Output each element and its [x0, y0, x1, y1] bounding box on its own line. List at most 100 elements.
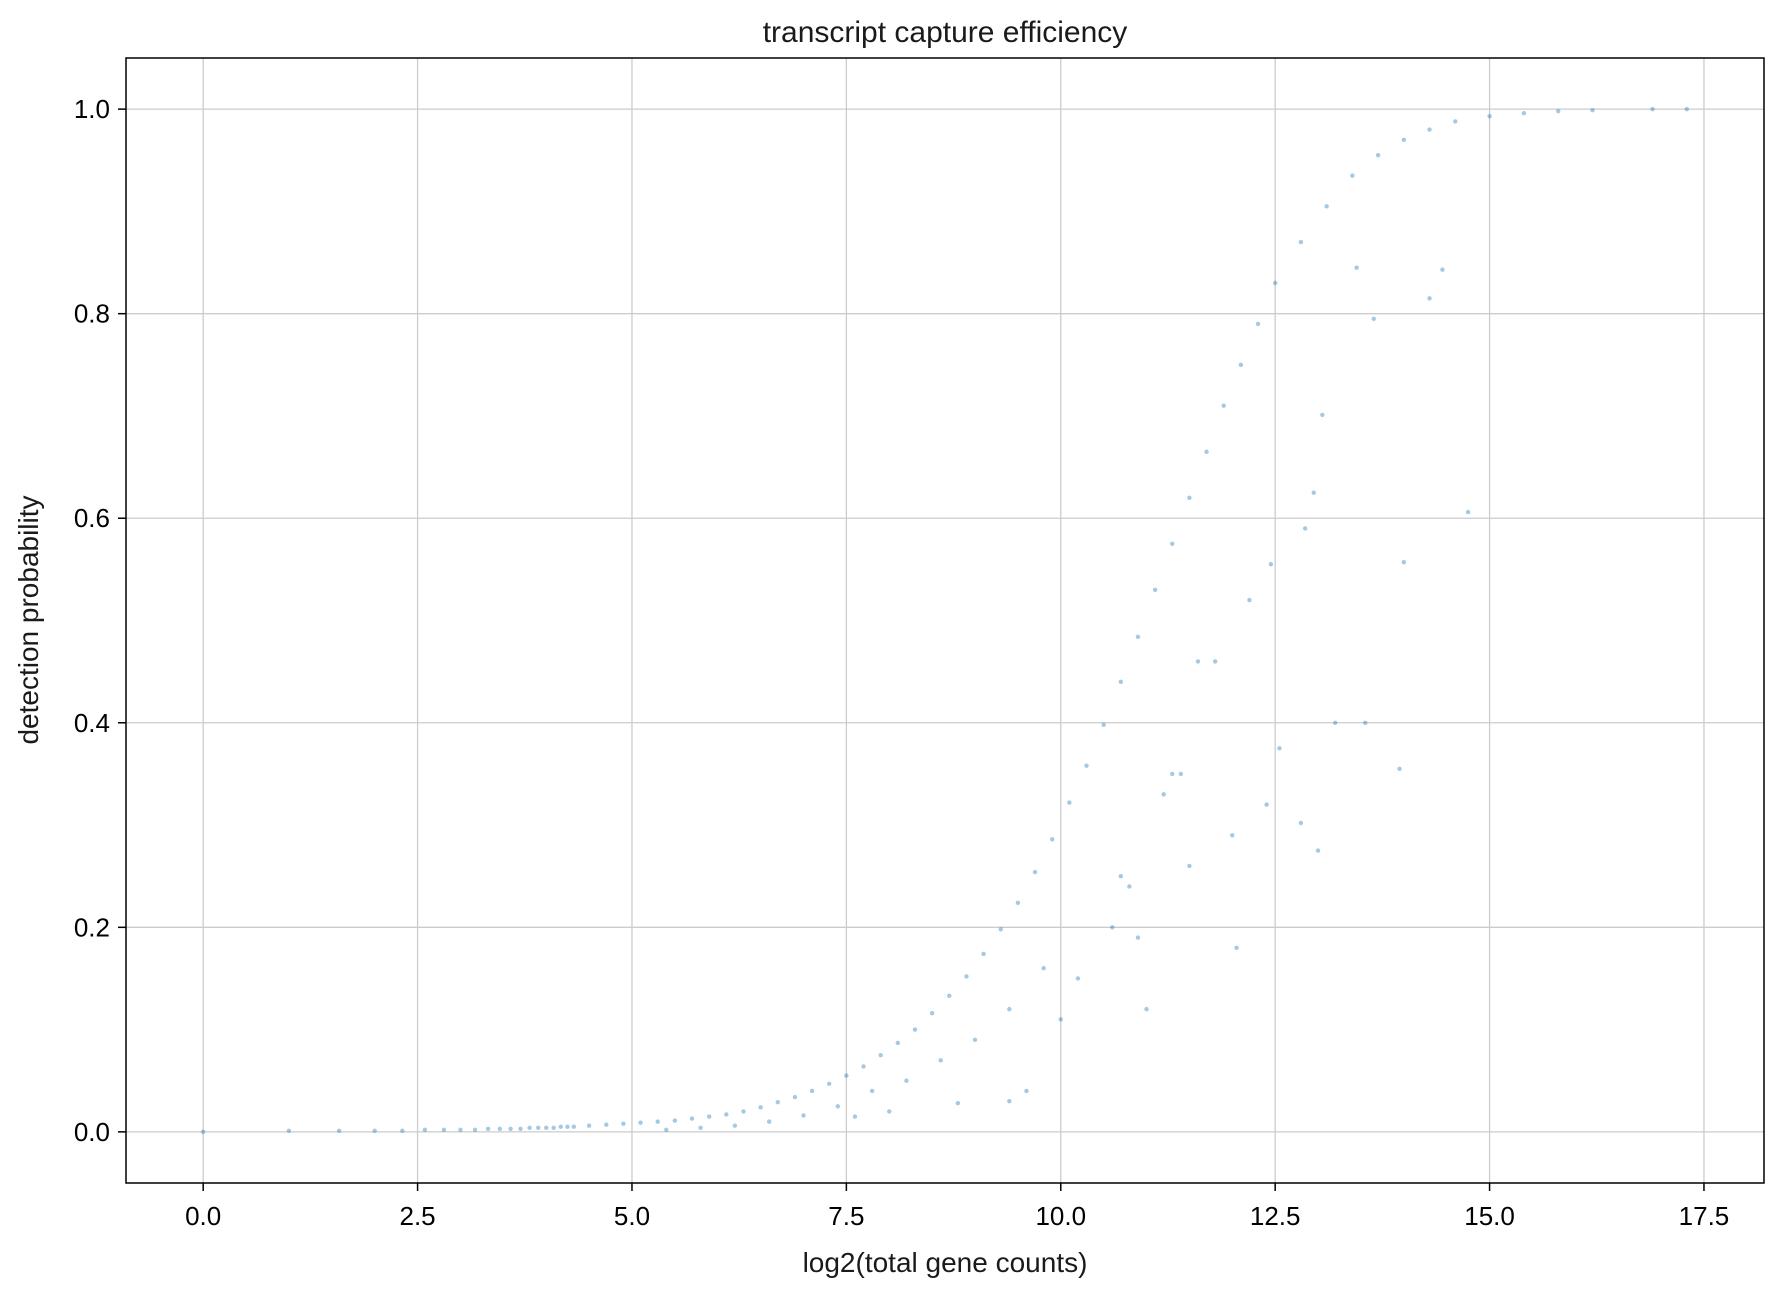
data-point — [1397, 766, 1402, 771]
data-point — [1170, 771, 1175, 777]
data-point — [1650, 106, 1655, 112]
data-point — [1118, 873, 1124, 879]
data-point — [998, 927, 1003, 932]
data-point — [895, 1040, 901, 1046]
data-point — [1555, 108, 1561, 114]
data-point — [706, 1114, 712, 1119]
x-axis-ticks: 0.0 2.5 5.0 7.5 10.0 12.5 15.0 17.5 — [185, 1183, 1729, 1231]
data-point — [1041, 966, 1046, 971]
data-point — [972, 1037, 978, 1043]
data-point — [1247, 597, 1252, 603]
data-point — [1075, 976, 1081, 981]
data-point — [1350, 173, 1355, 178]
y-tick-label: 0.0 — [74, 1117, 110, 1147]
data-point — [801, 1113, 806, 1118]
data-point — [1521, 111, 1527, 116]
data-point — [1110, 925, 1115, 930]
data-point — [1277, 746, 1282, 751]
data-point — [1684, 106, 1690, 112]
y-tick-label: 0.4 — [74, 708, 110, 738]
data-point — [1187, 863, 1192, 869]
data-point — [1204, 449, 1209, 454]
data-point — [887, 1109, 892, 1114]
data-point — [1144, 1006, 1149, 1012]
y-axis-label: detection probability — [13, 495, 44, 744]
data-point — [518, 1126, 523, 1131]
data-point — [551, 1125, 556, 1130]
data-point — [904, 1078, 909, 1083]
data-point — [1255, 321, 1261, 327]
data-point — [1333, 720, 1338, 725]
data-point — [1084, 763, 1089, 768]
data-point — [372, 1128, 377, 1134]
data-point — [586, 1123, 592, 1128]
data-point — [766, 1119, 772, 1124]
data-point — [955, 1101, 961, 1106]
data-point — [698, 1125, 703, 1130]
data-point — [1427, 296, 1432, 301]
data-point — [1440, 267, 1445, 272]
data-point — [929, 1011, 935, 1016]
data-point — [1298, 820, 1304, 826]
data-point — [1465, 509, 1471, 515]
data-point — [861, 1064, 866, 1069]
x-tick-label: 17.5 — [1679, 1201, 1730, 1231]
data-point — [1487, 114, 1492, 119]
data-point — [1015, 900, 1021, 905]
data-point — [621, 1121, 626, 1126]
data-point — [458, 1127, 463, 1133]
data-point — [604, 1122, 609, 1127]
data-point — [1007, 1006, 1012, 1012]
data-point — [536, 1125, 541, 1130]
data-point — [1170, 541, 1175, 546]
data-point — [869, 1088, 875, 1094]
data-point — [485, 1126, 491, 1131]
data-point — [1272, 280, 1278, 286]
data-point — [1427, 127, 1432, 132]
x-tick-label: 2.5 — [400, 1201, 436, 1231]
data-points — [200, 106, 1690, 1135]
data-point — [741, 1109, 746, 1114]
data-point — [638, 1120, 643, 1125]
data-point — [732, 1123, 738, 1128]
y-axis-ticks: 0.0 0.2 0.4 0.6 0.8 1.0 — [74, 94, 126, 1147]
data-point — [1212, 659, 1218, 664]
data-point — [472, 1127, 478, 1133]
data-point — [947, 993, 952, 999]
x-tick-label: 12.5 — [1250, 1201, 1301, 1231]
data-point — [655, 1119, 660, 1124]
data-point — [1401, 560, 1407, 565]
data-point — [724, 1112, 729, 1117]
y-tick-label: 0.8 — [74, 299, 110, 329]
x-tick-label: 7.5 — [828, 1201, 864, 1231]
grid-lines — [126, 58, 1764, 1183]
data-point — [1401, 137, 1407, 143]
data-point — [558, 1124, 563, 1129]
data-point — [912, 1027, 918, 1032]
data-point — [775, 1100, 780, 1105]
y-tick-label: 0.2 — [74, 912, 110, 942]
data-point — [400, 1128, 405, 1134]
data-point — [1135, 935, 1141, 940]
plot-area — [126, 58, 1764, 1183]
data-point — [571, 1124, 577, 1129]
plot-frame — [125, 57, 1765, 1184]
data-point — [758, 1105, 763, 1110]
data-point — [565, 1124, 570, 1129]
data-point — [1024, 1088, 1029, 1094]
data-point — [1178, 771, 1184, 777]
data-point — [1264, 802, 1269, 807]
x-tick-label: 5.0 — [614, 1201, 650, 1231]
data-point — [689, 1116, 695, 1121]
x-axis-label: log2(total gene counts) — [803, 1247, 1088, 1278]
x-tick-label: 10.0 — [1035, 1201, 1086, 1231]
data-point — [852, 1114, 858, 1119]
data-point — [981, 951, 986, 957]
data-point — [835, 1104, 841, 1109]
data-point — [1453, 119, 1458, 124]
data-point — [1298, 239, 1304, 245]
data-point — [1135, 634, 1141, 640]
data-point — [497, 1126, 503, 1131]
data-point — [1371, 316, 1376, 321]
